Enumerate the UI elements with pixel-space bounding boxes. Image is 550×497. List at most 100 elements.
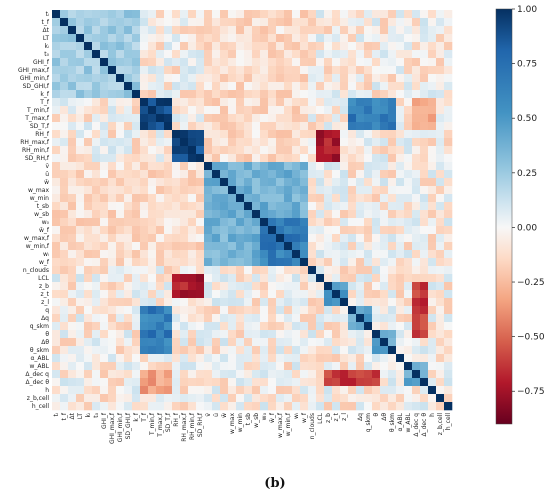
heatmap-cell [124, 74, 133, 83]
heatmap-cell [68, 362, 77, 371]
heatmap-cell [212, 338, 221, 347]
column-tick-label: GHI_f [101, 412, 108, 429]
heatmap-cell [100, 74, 109, 83]
heatmap-cell [212, 402, 221, 411]
heatmap-cell [100, 82, 109, 91]
heatmap-cell [180, 34, 189, 43]
heatmap-cell [180, 226, 189, 235]
heatmap-cell [220, 362, 229, 371]
heatmap-cell [148, 50, 157, 59]
heatmap-cell [204, 114, 213, 123]
heatmap-cell [428, 66, 437, 75]
heatmap-cell [380, 394, 389, 403]
heatmap-cell [404, 338, 413, 347]
heatmap-cell [260, 90, 269, 99]
heatmap-cell [148, 146, 157, 155]
heatmap-cell [284, 82, 293, 91]
heatmap-cell [92, 170, 101, 179]
heatmap-cell [172, 314, 181, 323]
heatmap-cell [172, 354, 181, 363]
heatmap-cell [300, 10, 309, 19]
heatmap-cell [436, 82, 445, 91]
heatmap-cell [124, 26, 133, 35]
column-tick-label: z_t [333, 412, 340, 421]
heatmap-cell [108, 66, 117, 75]
heatmap-cell [236, 74, 245, 83]
heatmap-cell [284, 170, 293, 179]
heatmap-cell [404, 298, 413, 307]
heatmap-cell [268, 42, 277, 51]
heatmap-cell [276, 306, 285, 315]
heatmap-cell [188, 34, 197, 43]
heatmap-cell [276, 186, 285, 195]
heatmap-cell [100, 298, 109, 307]
heatmap-cell [76, 18, 85, 27]
heatmap-cell [52, 58, 61, 67]
heatmap-cell [268, 250, 277, 259]
heatmap-cell [124, 82, 133, 91]
heatmap-cell [388, 154, 397, 163]
heatmap-cell [252, 290, 261, 299]
heatmap-cell [84, 402, 93, 411]
heatmap-cell [412, 114, 421, 123]
heatmap-cell [132, 322, 141, 331]
row-tick-label: q_skm [30, 323, 49, 330]
heatmap-cell [100, 330, 109, 339]
heatmap-cell [220, 330, 229, 339]
heatmap-cell [436, 258, 445, 267]
heatmap-cell [420, 402, 429, 411]
heatmap-cell [108, 122, 117, 131]
heatmap-cell [140, 218, 149, 227]
heatmap-cell [316, 26, 325, 35]
heatmap-cell [268, 322, 277, 331]
column-tick-label: w̄ [221, 413, 228, 418]
heatmap-cell [316, 306, 325, 315]
heatmap-cell [68, 162, 77, 171]
heatmap-cell [316, 74, 325, 83]
heatmap-cell [300, 58, 309, 67]
heatmap-cell [124, 394, 133, 403]
heatmap-cell [196, 378, 205, 387]
heatmap-cell [404, 122, 413, 131]
heatmap-cell [364, 290, 373, 299]
heatmap-cell [364, 106, 373, 115]
heatmap-cell [428, 362, 437, 371]
heatmap-cell [388, 122, 397, 131]
column-tick-label: RH_min,f [189, 412, 196, 440]
heatmap-cell [116, 146, 125, 155]
heatmap-cell [92, 154, 101, 163]
heatmap-cell [388, 106, 397, 115]
heatmap-cell [308, 122, 317, 131]
heatmap-cell [332, 10, 341, 19]
column-tick-label: z_b,cell [437, 413, 444, 436]
heatmap-cell [244, 378, 253, 387]
heatmap-cell [124, 386, 133, 395]
heatmap-cell [68, 394, 77, 403]
heatmap-cell [420, 282, 429, 291]
heatmap-cell [164, 170, 173, 179]
heatmap-cell [252, 186, 261, 195]
heatmap-cell [140, 266, 149, 275]
heatmap-cell [212, 250, 221, 259]
heatmap-cell [364, 226, 373, 235]
heatmap-cell [236, 258, 245, 267]
heatmap-cell [372, 226, 381, 235]
heatmap-cell [324, 74, 333, 83]
heatmap-cell [76, 314, 85, 323]
heatmap-cell [84, 226, 93, 235]
heatmap-cell [268, 354, 277, 363]
heatmap-cell [284, 402, 293, 411]
heatmap-cell [140, 146, 149, 155]
heatmap-cell [140, 298, 149, 307]
heatmap-cell [172, 210, 181, 219]
heatmap-cell [76, 402, 85, 411]
heatmap-cell [436, 394, 445, 403]
heatmap-cell [300, 258, 309, 267]
heatmap-cell [292, 306, 301, 315]
heatmap-cell [84, 258, 93, 267]
heatmap-cell [276, 154, 285, 163]
heatmap-cell [428, 218, 437, 227]
heatmap-cell [364, 170, 373, 179]
heatmap-cell [276, 242, 285, 251]
heatmap-cell [412, 90, 421, 99]
